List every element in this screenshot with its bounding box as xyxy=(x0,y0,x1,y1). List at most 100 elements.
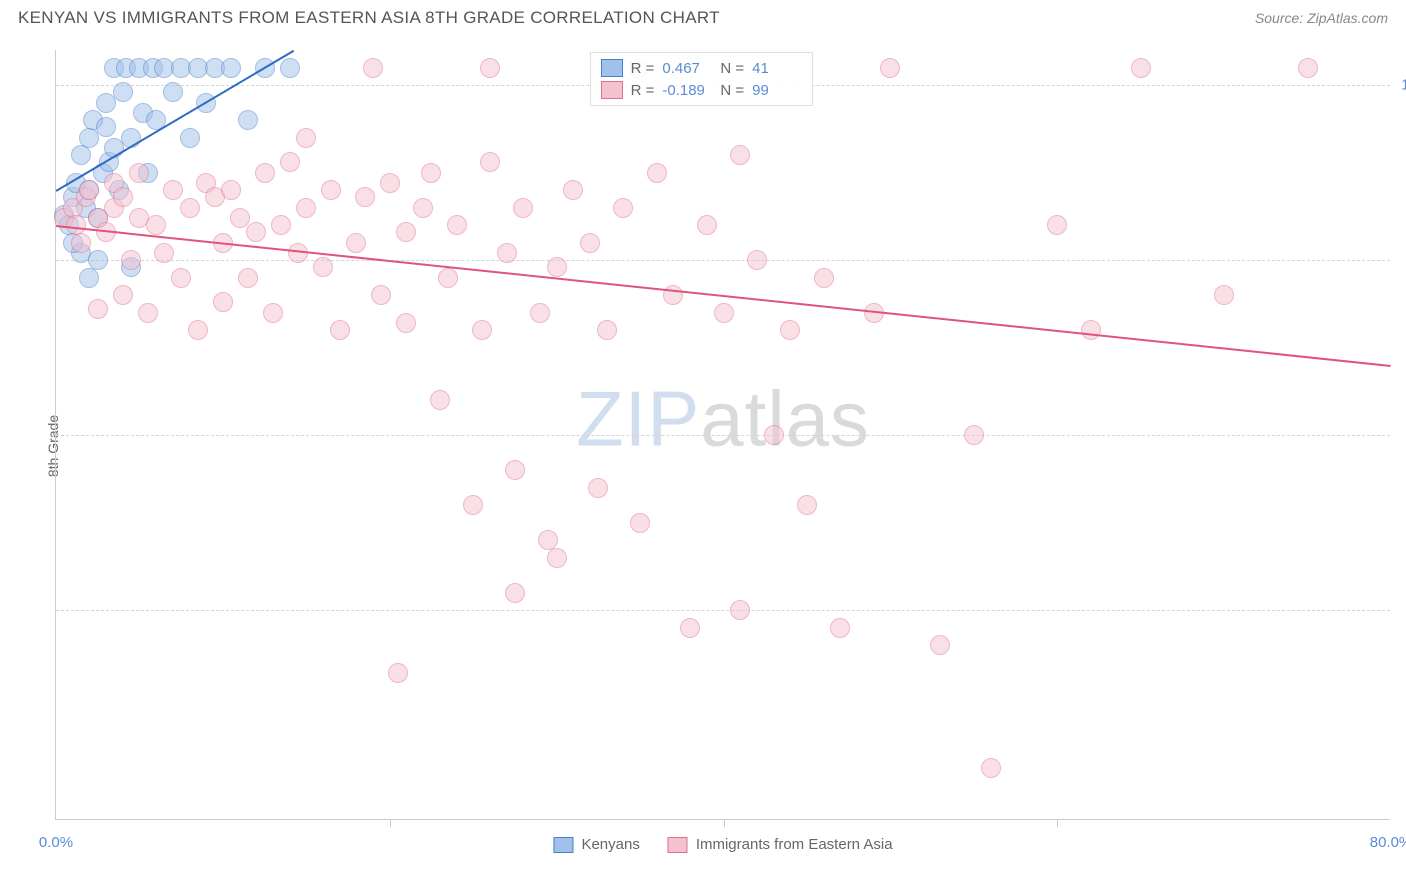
data-point xyxy=(814,268,834,288)
data-point xyxy=(79,180,99,200)
data-point xyxy=(380,173,400,193)
data-point xyxy=(438,268,458,288)
legend-label: Immigrants from Eastern Asia xyxy=(696,836,893,853)
data-point xyxy=(321,180,341,200)
data-point xyxy=(730,145,750,165)
data-point xyxy=(296,128,316,148)
data-point xyxy=(714,303,734,323)
watermark-part2: atlas xyxy=(700,375,870,463)
data-point xyxy=(129,163,149,183)
data-point xyxy=(154,243,174,263)
data-point xyxy=(263,303,283,323)
data-point xyxy=(430,390,450,410)
scatter-chart: ZIPatlas 85.0%90.0%95.0%100.0%0.0%80.0%R… xyxy=(55,50,1390,820)
stats-row: R = -0.189 N = 99 xyxy=(601,79,803,101)
data-point xyxy=(71,145,91,165)
data-point xyxy=(180,198,200,218)
data-point xyxy=(330,320,350,340)
data-point xyxy=(313,257,333,277)
data-point xyxy=(71,233,91,253)
legend: Kenyans Immigrants from Eastern Asia xyxy=(553,836,892,853)
legend-swatch xyxy=(668,837,688,853)
data-point xyxy=(563,180,583,200)
data-point xyxy=(830,618,850,638)
data-point xyxy=(280,152,300,172)
legend-label: Kenyans xyxy=(581,836,639,853)
data-point xyxy=(597,320,617,340)
gridline-horizontal xyxy=(56,435,1390,436)
data-point xyxy=(472,320,492,340)
chart-source: Source: ZipAtlas.com xyxy=(1255,10,1388,26)
data-point xyxy=(163,82,183,102)
legend-swatch xyxy=(601,59,623,77)
trend-line xyxy=(56,225,1391,367)
data-point xyxy=(747,250,767,270)
data-point xyxy=(163,180,183,200)
data-point xyxy=(371,285,391,305)
data-point xyxy=(171,268,191,288)
data-point xyxy=(964,425,984,445)
data-point xyxy=(613,198,633,218)
stats-r-label: R = xyxy=(631,82,655,99)
data-point xyxy=(113,82,133,102)
data-point xyxy=(296,198,316,218)
stats-n-label: N = xyxy=(720,60,744,77)
legend-item: Kenyans xyxy=(553,836,639,853)
chart-header: KENYAN VS IMMIGRANTS FROM EASTERN ASIA 8… xyxy=(0,0,1406,34)
legend-swatch xyxy=(553,837,573,853)
data-point xyxy=(447,215,467,235)
data-point xyxy=(647,163,667,183)
stats-r-label: R = xyxy=(631,60,655,77)
data-point xyxy=(96,117,116,137)
data-point xyxy=(146,215,166,235)
stats-r-value: -0.189 xyxy=(662,82,712,99)
stats-n-value: 41 xyxy=(752,60,802,77)
stats-box: R = 0.467 N = 41 R = -0.189 N = 99 xyxy=(590,52,814,106)
data-point xyxy=(396,222,416,242)
data-point xyxy=(246,222,266,242)
x-tick-label: 80.0% xyxy=(1370,834,1406,851)
data-point xyxy=(463,495,483,515)
data-point xyxy=(663,285,683,305)
data-point xyxy=(730,600,750,620)
data-point xyxy=(547,257,567,277)
data-point xyxy=(580,233,600,253)
data-point xyxy=(497,243,517,263)
x-tick xyxy=(390,819,391,827)
data-point xyxy=(421,163,441,183)
stats-n-label: N = xyxy=(720,82,744,99)
data-point xyxy=(113,187,133,207)
data-point xyxy=(680,618,700,638)
stats-r-value: 0.467 xyxy=(662,60,712,77)
data-point xyxy=(180,128,200,148)
data-point xyxy=(630,513,650,533)
data-point xyxy=(138,303,158,323)
data-point xyxy=(480,58,500,78)
data-point xyxy=(1131,58,1151,78)
data-point xyxy=(780,320,800,340)
data-point xyxy=(513,198,533,218)
x-tick-label: 0.0% xyxy=(39,834,73,851)
data-point xyxy=(230,208,250,228)
stats-row: R = 0.467 N = 41 xyxy=(601,57,803,79)
data-point xyxy=(505,583,525,603)
data-point xyxy=(79,268,99,288)
data-point xyxy=(396,313,416,333)
data-point xyxy=(930,635,950,655)
data-point xyxy=(271,215,291,235)
data-point xyxy=(530,303,550,323)
data-point xyxy=(88,299,108,319)
x-tick xyxy=(724,819,725,827)
watermark: ZIPatlas xyxy=(576,374,870,465)
stats-n-value: 99 xyxy=(752,82,802,99)
data-point xyxy=(388,663,408,683)
data-point xyxy=(238,110,258,130)
data-point xyxy=(1214,285,1234,305)
data-point xyxy=(981,758,1001,778)
legend-swatch xyxy=(601,81,623,99)
data-point xyxy=(1047,215,1067,235)
data-point xyxy=(1298,58,1318,78)
data-point xyxy=(113,285,133,305)
data-point xyxy=(880,58,900,78)
gridline-horizontal xyxy=(56,610,1390,611)
